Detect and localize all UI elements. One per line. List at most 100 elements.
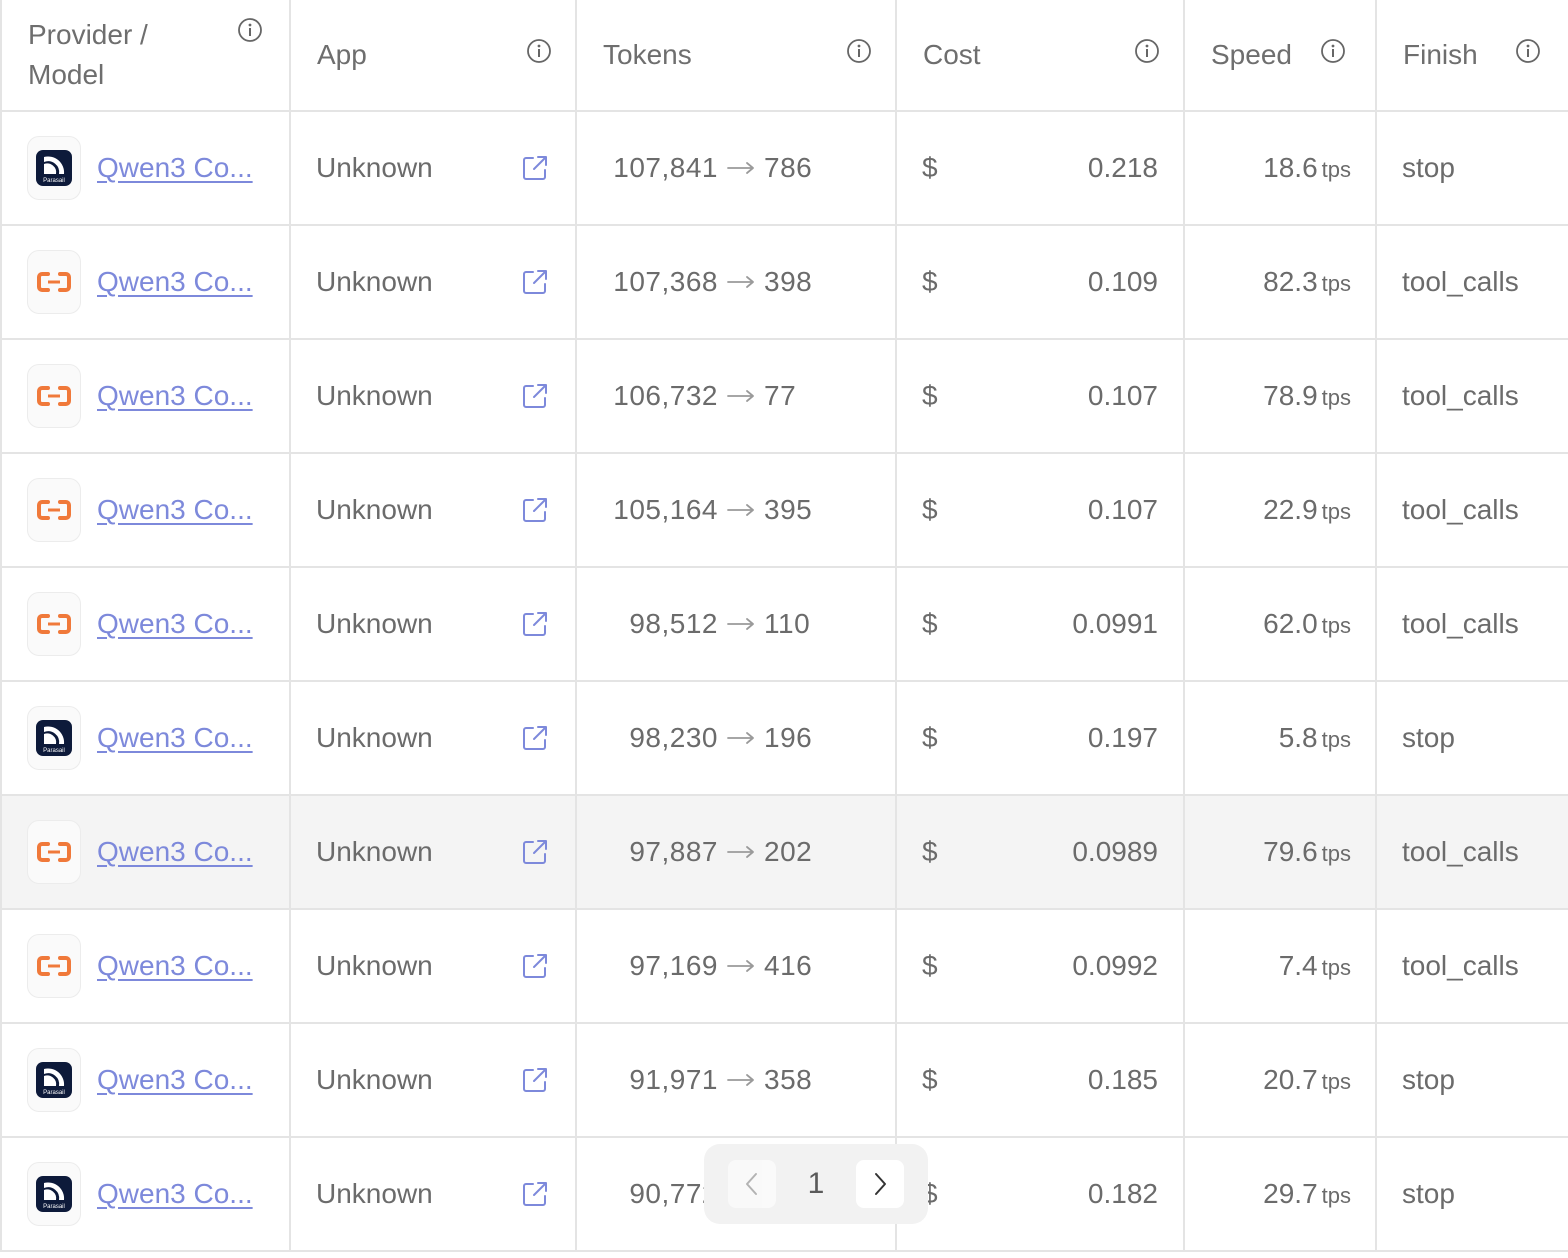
speed-value: 22.9 [1263,494,1318,525]
table-row[interactable]: Parasail Qwen3 Co... Unknown 107,841 786… [0,110,1568,226]
external-link-icon[interactable] [521,838,549,866]
tokens-input: 90,772 [629,1178,718,1209]
cost-value: 0.0992 [1072,950,1158,981]
table-row[interactable]: Parasail Qwen3 Co... Unknown 98,230 196 … [0,680,1568,796]
app-cell: Unknown [289,1022,577,1138]
external-link-icon[interactable] [521,496,549,524]
tokens-input: 106,732 [613,380,718,411]
table-header-row: Provider / Model App Tokens Cost Speed F… [0,0,1568,112]
model-link[interactable]: Qwen3 Co... [97,722,253,753]
header-app[interactable]: App [289,0,577,112]
external-link-icon[interactable] [521,154,549,182]
provider-logo: Parasail [27,1048,81,1112]
header-speed[interactable]: Speed [1183,0,1377,112]
cost-value: 0.0991 [1072,608,1158,639]
table-row[interactable]: Qwen3 Co... Unknown 97,887 202 $ 0.0989 [0,794,1568,910]
app-name: Unknown [316,1178,433,1209]
table-row[interactable]: Qwen3 Co... Unknown 107,368 398 $ 0.109 [0,224,1568,340]
speed-cell: 62.0 tps [1183,566,1377,682]
provider-logo: Parasail [27,706,81,770]
provider-model-cell: Parasail Qwen3 Co... [0,680,291,796]
header-tokens[interactable]: Tokens [575,0,897,112]
info-icon[interactable] [846,38,872,64]
header-finish[interactable]: Finish [1375,0,1568,112]
provider-model-cell: Qwen3 Co... [0,224,291,340]
model-link[interactable]: Qwen3 Co... [97,1064,253,1095]
model-link[interactable]: Qwen3 Co... [97,494,253,525]
previous-page-button[interactable] [728,1160,776,1208]
app-name: Unknown [316,380,433,411]
tokens-cell: 106,732 77 [575,338,897,454]
info-icon[interactable] [1134,38,1160,64]
model-link[interactable]: Qwen3 Co... [97,836,253,867]
cost-cell: $ 0.0989 [895,794,1185,910]
speed-cell: 78.9 tps [1183,338,1377,454]
speed-unit: tps [1321,271,1351,296]
table-row[interactable]: Qwen3 Co... Unknown 97,169 416 $ 0.0992 [0,908,1568,1024]
table-row[interactable]: Parasail Qwen3 Co... Unknown 90,772 $ [0,1136,1568,1252]
external-link-icon[interactable] [521,952,549,980]
arrow-right-icon [718,617,764,631]
model-link[interactable]: Qwen3 Co... [97,1178,253,1209]
app-cell: Unknown [289,452,577,568]
model-link[interactable]: Qwen3 Co... [97,608,253,639]
speed-unit: tps [1321,727,1351,752]
external-link-icon[interactable] [521,1180,549,1208]
currency-symbol: $ [922,266,938,297]
header-cost[interactable]: Cost [895,0,1185,112]
cost-cell: $ 0.185 [895,1022,1185,1138]
info-icon[interactable] [237,17,263,43]
table-row[interactable]: Parasail Qwen3 Co... Unknown 91,971 358 … [0,1022,1568,1138]
currency-symbol: $ [922,1064,938,1095]
cost-value: 0.107 [1087,494,1158,525]
model-link[interactable]: Qwen3 Co... [97,950,253,981]
speed-value: 29.7 [1263,1178,1318,1209]
external-link-icon[interactable] [521,724,549,752]
header-provider-model[interactable]: Provider / Model [0,0,291,112]
app-cell: Unknown [289,680,577,796]
table-row[interactable]: Qwen3 Co... Unknown 105,164 395 $ 0.107 [0,452,1568,568]
cost-value: 0.0989 [1072,836,1158,867]
tokens-cell: 105,164 395 [575,452,897,568]
cost-cell: $ 0.107 [895,338,1185,454]
external-link-icon[interactable] [521,1066,549,1094]
provider-logo [27,592,81,656]
tokens-output: 395 [764,494,813,525]
speed-value: 82.3 [1263,266,1318,297]
model-link[interactable]: Qwen3 Co... [97,380,253,411]
provider-logo [27,478,81,542]
external-link-icon[interactable] [521,610,549,638]
current-page: 1 [807,1167,825,1200]
header-label: Cost [923,39,981,70]
speed-value: 62.0 [1263,608,1318,639]
next-page-button[interactable] [856,1160,904,1208]
provider-model-cell: Parasail Qwen3 Co... [0,1022,291,1138]
provider-logo [27,250,81,314]
model-link[interactable]: Qwen3 Co... [97,152,253,183]
provider-model-cell: Qwen3 Co... [0,452,291,568]
cost-cell: $ 0.0991 [895,566,1185,682]
speed-unit: tps [1321,499,1351,524]
currency-symbol: $ [922,722,938,753]
header-label: App [317,39,367,70]
header-label: Finish [1403,39,1478,70]
finish-reason: tool_calls [1375,908,1568,1024]
speed-unit: tps [1321,385,1351,410]
info-icon[interactable] [1515,38,1541,64]
model-link[interactable]: Qwen3 Co... [97,266,253,297]
tokens-cell: 107,368 398 [575,224,897,340]
speed-value: 7.4 [1278,950,1318,981]
external-link-icon[interactable] [521,268,549,296]
table-row[interactable]: Qwen3 Co... Unknown 98,512 110 $ 0.0991 [0,566,1568,682]
info-icon[interactable] [526,38,552,64]
table-row[interactable]: Qwen3 Co... Unknown 106,732 77 $ 0.107 [0,338,1568,454]
tokens-output: 786 [764,152,813,183]
parasail-logo-icon: Parasail [36,150,72,186]
external-link-icon[interactable] [521,382,549,410]
cost-value: 0.107 [1087,380,1158,411]
info-icon[interactable] [1320,38,1346,64]
finish-reason: stop [1375,680,1568,796]
cost-cell: $ 0.109 [895,224,1185,340]
finish-reason: tool_calls [1375,224,1568,340]
